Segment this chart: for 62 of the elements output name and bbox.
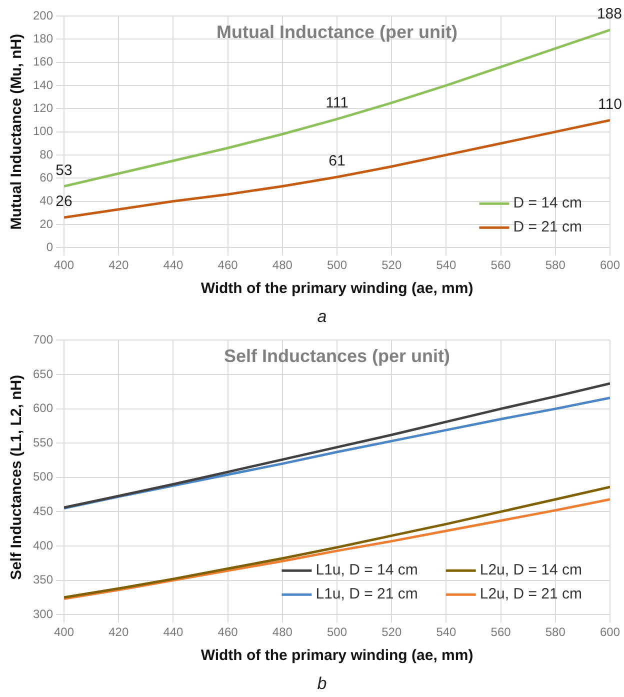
data-label: 110 (598, 96, 622, 113)
x-tick-label: 560 (490, 625, 512, 640)
x-tick-label: 500 (326, 625, 348, 640)
data-label: 188 (596, 6, 622, 23)
x-tick-label: 420 (108, 625, 129, 640)
x-tick-label: 500 (326, 258, 348, 272)
legend-label: L1u, D = 14 cm (316, 562, 418, 579)
y-tick-label: 550 (32, 435, 54, 450)
x-tick-label: 440 (163, 258, 184, 272)
y-tick-label: 80 (40, 147, 54, 162)
chart-title: Self Inductances (per unit) (224, 346, 450, 366)
data-label: 53 (56, 162, 72, 179)
x-tick-label: 480 (272, 258, 293, 272)
y-tick-label: 160 (32, 54, 54, 69)
x-tick-label: 400 (54, 625, 74, 640)
x-tick-label: 420 (108, 258, 129, 272)
legend-label: L2u, D = 14 cm (480, 562, 582, 579)
legend-label: L1u, D = 21 cm (316, 586, 418, 603)
text: b (317, 674, 327, 694)
y-tick-label: 700 (32, 332, 54, 347)
y-tick-label: 400 (32, 538, 54, 552)
x-tick-label: 480 (272, 625, 293, 640)
x-tick-label: 540 (436, 625, 457, 640)
x-tick-label: 460 (218, 625, 238, 640)
y-tick-label: 180 (32, 31, 54, 46)
y-tick-label: 650 (32, 366, 54, 381)
x-tick-label: 400 (54, 258, 74, 272)
y-tick-label: 120 (32, 100, 54, 115)
y-tick-label: 450 (32, 504, 54, 518)
x-axis-title: Width of the primary winding (ae, mm) (200, 647, 474, 664)
data-label: 26 (56, 193, 72, 210)
x-tick-label: 600 (600, 258, 620, 272)
y-tick-label: 60 (40, 170, 54, 184)
y-tick-label: 600 (32, 401, 54, 416)
data-label: 61 (328, 152, 346, 170)
x-axis-title: Width of the primary winding (ae, mm) (200, 280, 474, 298)
y-tick-label: 300 (32, 606, 54, 621)
x-tick-label: 560 (490, 258, 512, 272)
y-tick-label: 20 (40, 216, 54, 231)
y-tick-label: 0 (46, 240, 54, 254)
chart-title: Mutual Inductance (per unit) (216, 22, 458, 42)
legend-label: D = 21 cm (513, 218, 582, 236)
x-tick-label: 580 (545, 625, 566, 640)
data-label: 111 (326, 94, 348, 112)
legend-label: D = 14 cm (513, 194, 582, 212)
x-tick-label: 520 (382, 258, 402, 272)
y-tick-label: 200 (32, 8, 54, 22)
y-tick-label: 350 (32, 572, 54, 587)
y-tick-label: 100 (32, 124, 54, 138)
y-axis-title: Mutual Inductance (Mu, nH) (8, 34, 26, 230)
legend-label: L2u, D = 21 cm (480, 586, 582, 603)
x-tick-label: 600 (600, 625, 620, 640)
y-tick-label: 40 (40, 194, 54, 208)
x-tick-label: 540 (436, 258, 457, 272)
y-axis-title: Self Inductances (L1, L2, nH) (8, 374, 26, 580)
x-tick-label: 580 (545, 258, 566, 272)
y-tick-label: 500 (32, 470, 54, 484)
x-tick-label: 520 (382, 625, 402, 640)
text: a (317, 307, 327, 326)
y-tick-label: 140 (32, 78, 54, 92)
x-tick-label: 440 (163, 625, 184, 640)
x-tick-label: 460 (218, 258, 238, 272)
